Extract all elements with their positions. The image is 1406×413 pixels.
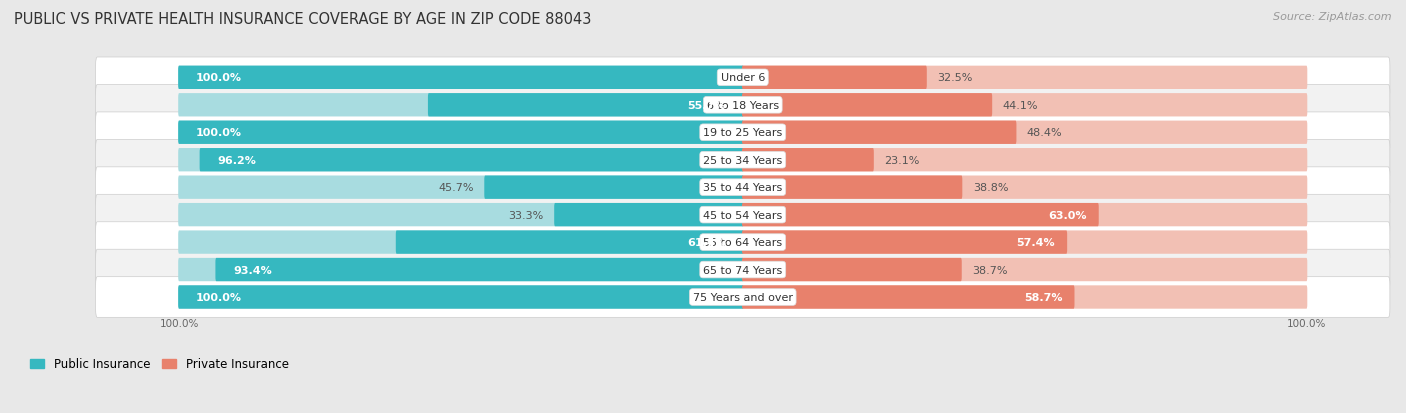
Text: 93.4%: 93.4% (233, 265, 271, 275)
Text: 100.0%: 100.0% (195, 128, 242, 138)
Text: 38.7%: 38.7% (972, 265, 1008, 275)
FancyBboxPatch shape (179, 204, 744, 227)
FancyBboxPatch shape (742, 149, 873, 172)
Text: 35 to 44 Years: 35 to 44 Years (703, 183, 782, 193)
Text: 33.3%: 33.3% (509, 210, 544, 220)
Text: 55.7%: 55.7% (688, 100, 725, 111)
FancyBboxPatch shape (179, 258, 744, 282)
FancyBboxPatch shape (484, 176, 744, 199)
Text: Under 6: Under 6 (720, 73, 765, 83)
FancyBboxPatch shape (742, 66, 1308, 90)
Text: 48.4%: 48.4% (1026, 128, 1063, 138)
FancyBboxPatch shape (742, 94, 993, 117)
FancyBboxPatch shape (742, 204, 1308, 227)
Text: 100.0%: 100.0% (195, 73, 242, 83)
FancyBboxPatch shape (96, 277, 1391, 318)
Text: 61.4%: 61.4% (688, 237, 725, 247)
FancyBboxPatch shape (179, 66, 744, 90)
FancyBboxPatch shape (554, 204, 744, 227)
FancyBboxPatch shape (179, 286, 744, 309)
FancyBboxPatch shape (742, 231, 1067, 254)
FancyBboxPatch shape (742, 121, 1017, 145)
FancyBboxPatch shape (179, 286, 744, 309)
Text: 32.5%: 32.5% (938, 73, 973, 83)
FancyBboxPatch shape (96, 140, 1391, 180)
Text: 63.0%: 63.0% (1047, 210, 1087, 220)
Text: 100.0%: 100.0% (159, 318, 198, 328)
FancyBboxPatch shape (742, 258, 962, 282)
FancyBboxPatch shape (179, 121, 744, 145)
Legend: Public Insurance, Private Insurance: Public Insurance, Private Insurance (25, 353, 294, 375)
FancyBboxPatch shape (742, 176, 962, 199)
Text: 96.2%: 96.2% (218, 155, 256, 165)
FancyBboxPatch shape (96, 249, 1391, 290)
Text: 100.0%: 100.0% (195, 292, 242, 302)
FancyBboxPatch shape (742, 121, 1308, 145)
Text: 57.4%: 57.4% (1017, 237, 1054, 247)
FancyBboxPatch shape (742, 149, 1308, 172)
Text: 75 Years and over: 75 Years and over (693, 292, 793, 302)
Text: 25 to 34 Years: 25 to 34 Years (703, 155, 782, 165)
FancyBboxPatch shape (179, 176, 744, 199)
FancyBboxPatch shape (215, 258, 744, 282)
FancyBboxPatch shape (742, 66, 927, 90)
Text: Source: ZipAtlas.com: Source: ZipAtlas.com (1274, 12, 1392, 22)
FancyBboxPatch shape (742, 258, 1308, 282)
Text: 23.1%: 23.1% (884, 155, 920, 165)
FancyBboxPatch shape (179, 94, 744, 117)
FancyBboxPatch shape (96, 58, 1391, 98)
FancyBboxPatch shape (427, 94, 744, 117)
FancyBboxPatch shape (96, 113, 1391, 153)
Text: 6 to 18 Years: 6 to 18 Years (707, 100, 779, 111)
Text: 38.8%: 38.8% (973, 183, 1008, 193)
FancyBboxPatch shape (96, 222, 1391, 263)
Text: 65 to 74 Years: 65 to 74 Years (703, 265, 782, 275)
Text: 19 to 25 Years: 19 to 25 Years (703, 128, 782, 138)
FancyBboxPatch shape (742, 94, 1308, 117)
FancyBboxPatch shape (179, 66, 744, 90)
Text: 55 to 64 Years: 55 to 64 Years (703, 237, 782, 247)
Text: 45.7%: 45.7% (439, 183, 474, 193)
FancyBboxPatch shape (742, 286, 1074, 309)
FancyBboxPatch shape (96, 167, 1391, 208)
Text: 44.1%: 44.1% (1002, 100, 1038, 111)
FancyBboxPatch shape (96, 85, 1391, 126)
FancyBboxPatch shape (179, 149, 744, 172)
FancyBboxPatch shape (96, 195, 1391, 235)
Text: 100.0%: 100.0% (1286, 318, 1326, 328)
FancyBboxPatch shape (742, 286, 1308, 309)
FancyBboxPatch shape (742, 176, 1308, 199)
FancyBboxPatch shape (742, 231, 1308, 254)
FancyBboxPatch shape (742, 204, 1098, 227)
Text: PUBLIC VS PRIVATE HEALTH INSURANCE COVERAGE BY AGE IN ZIP CODE 88043: PUBLIC VS PRIVATE HEALTH INSURANCE COVER… (14, 12, 592, 27)
FancyBboxPatch shape (179, 121, 744, 145)
Text: 45 to 54 Years: 45 to 54 Years (703, 210, 782, 220)
FancyBboxPatch shape (179, 231, 744, 254)
FancyBboxPatch shape (396, 231, 744, 254)
Text: 58.7%: 58.7% (1024, 292, 1063, 302)
FancyBboxPatch shape (200, 149, 744, 172)
